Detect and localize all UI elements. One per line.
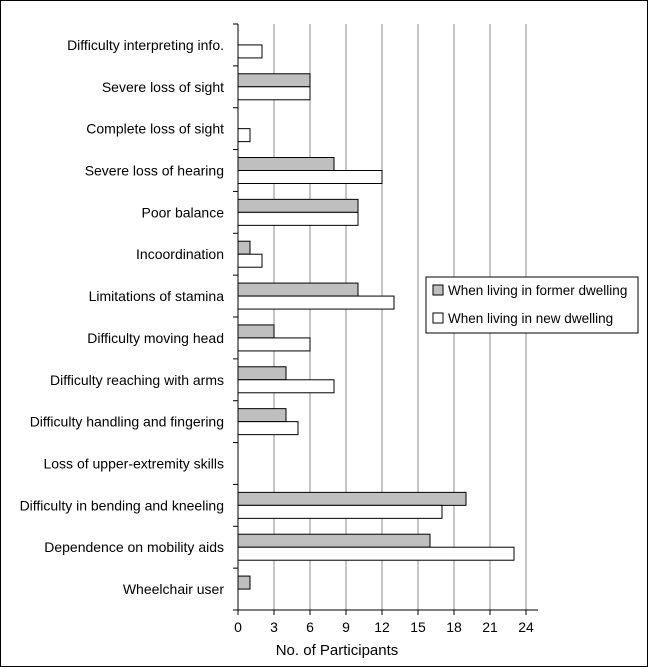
category-label: Incoordination <box>136 246 224 262</box>
bar-new-dwelling <box>237 128 251 143</box>
category-label: Loss of upper-extremity skills <box>43 456 224 472</box>
x-tick-label: 6 <box>306 619 314 635</box>
bar-former-dwelling <box>237 73 311 88</box>
category-label: Difficulty interpreting info. <box>67 37 224 53</box>
legend: When living in former dwelling When livi… <box>425 276 639 334</box>
bar-former-dwelling <box>237 491 467 506</box>
x-axis-title: No. of Participants <box>276 642 399 659</box>
category-label: Severe loss of sight <box>102 79 224 95</box>
x-tick-label: 24 <box>518 619 534 635</box>
bar-new-dwelling <box>237 546 515 561</box>
tick-labels: 0 3 6 9 12 15 18 21 24 <box>234 619 534 635</box>
bar-new-dwelling <box>237 504 443 519</box>
category-labels: Difficulty interpreting info. Severe loss… <box>20 37 225 597</box>
bar-new-dwelling <box>237 44 263 59</box>
axes <box>233 23 538 615</box>
bars <box>237 44 515 590</box>
bar-new-dwelling <box>237 253 263 268</box>
bar-former-dwelling <box>237 240 251 255</box>
bar-former-dwelling <box>237 324 275 339</box>
bar-former-dwelling <box>237 366 287 381</box>
bar-former-dwelling <box>237 408 287 423</box>
legend-label-new: When living in new dwelling <box>448 311 613 326</box>
bar-former-dwelling <box>237 282 359 297</box>
category-label: Poor balance <box>141 204 224 220</box>
category-label: Difficulty moving head <box>87 330 224 346</box>
bar-former-dwelling <box>237 157 335 171</box>
category-label: Severe loss of hearing <box>85 163 224 179</box>
category-label: Limitations of stamina <box>89 288 225 304</box>
bar-new-dwelling <box>237 211 359 226</box>
legend-label-former: When living in former dwelling <box>448 283 627 298</box>
bar-former-dwelling <box>237 198 359 213</box>
bar-new-dwelling <box>237 379 335 394</box>
category-label: Dependence on mobility aids <box>44 539 224 555</box>
bar-former-dwelling <box>237 533 431 548</box>
x-tick-label: 3 <box>270 619 278 635</box>
category-label: Difficulty in bending and kneeling <box>20 497 224 513</box>
legend-swatch-new <box>432 312 444 324</box>
bar-new-dwelling <box>237 295 395 310</box>
bar-new-dwelling <box>237 337 311 352</box>
category-label: Complete loss of sight <box>86 121 224 137</box>
bar-new-dwelling <box>237 421 299 436</box>
x-tick-label: 12 <box>374 619 390 635</box>
x-tick-label: 21 <box>482 619 498 635</box>
x-tick-label: 9 <box>342 619 350 635</box>
x-tick-label: 15 <box>410 619 426 635</box>
bar-new-dwelling <box>237 170 383 184</box>
bar-new-dwelling <box>237 86 311 101</box>
x-tick-label: 18 <box>446 619 462 635</box>
category-label: Wheelchair user <box>123 581 224 597</box>
category-label: Difficulty reaching with arms <box>50 372 224 388</box>
bar-former-dwelling <box>237 575 251 590</box>
legend-swatch-former <box>432 284 444 296</box>
category-label: Difficulty handling and fingering <box>30 414 224 430</box>
legend-box <box>425 276 639 334</box>
x-tick-label: 0 <box>234 619 242 635</box>
